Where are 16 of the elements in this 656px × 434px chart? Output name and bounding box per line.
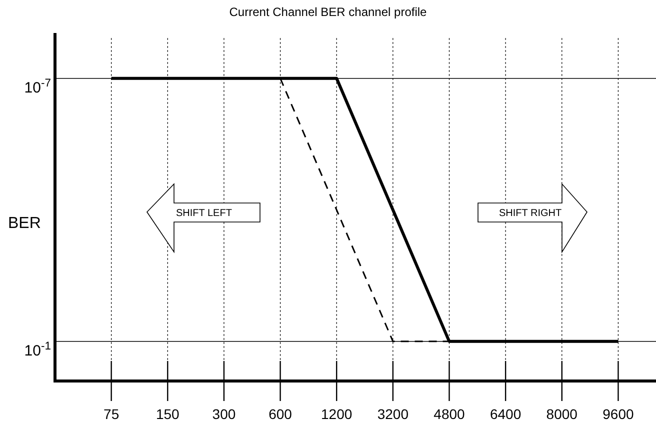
x-tick-label: 1200: [321, 406, 352, 422]
y-tick-label: 10$^{-1}$: [24, 340, 51, 360]
chart-title: Current Channel BER channel profile: [229, 5, 428, 19]
x-tick-label: 150: [156, 406, 180, 422]
annotation: SHIFT LEFT: [176, 208, 232, 219]
x-tick-label: 300: [212, 406, 236, 422]
x-tick-label: 3200: [377, 406, 409, 422]
x-tick-label: 9600: [602, 406, 634, 422]
x-tick-label: 4800: [434, 406, 466, 422]
y-tick-label: 10$^{-7}$: [24, 77, 51, 96]
x-tick-label: 6400: [490, 406, 522, 422]
y-axis-title: BER: [8, 215, 41, 232]
annotation: SHIFT RIGHT: [499, 208, 562, 219]
x-tick-label: 8000: [546, 406, 578, 422]
x-tick-label: 75: [104, 406, 120, 422]
x-tick-label: 600: [268, 406, 292, 422]
